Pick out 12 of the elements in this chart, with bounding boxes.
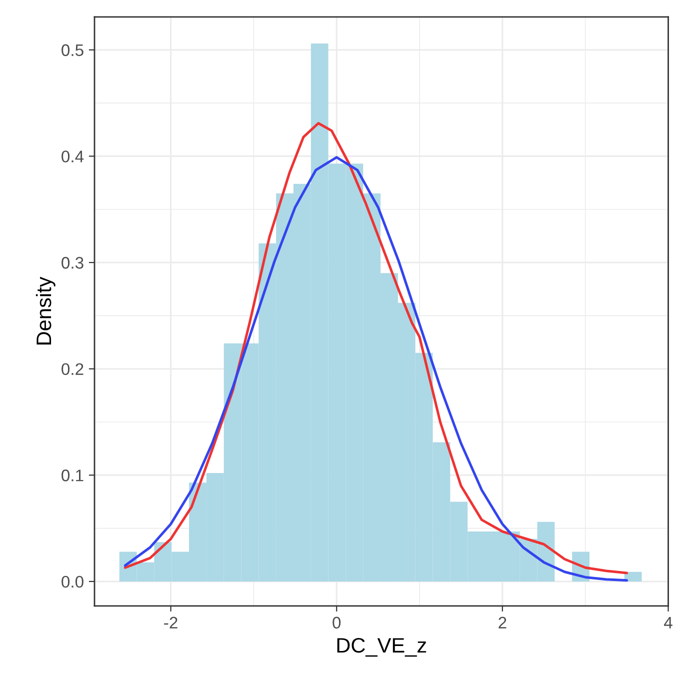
y-tick-label: 0.5 bbox=[62, 44, 84, 56]
x-axis-title: DC_VE_z bbox=[337, 638, 426, 657]
y-tick-label: 0.3 bbox=[62, 256, 84, 269]
x-tick-label: 0 bbox=[332, 616, 341, 629]
x-tick-label: -2 bbox=[164, 616, 178, 628]
y-tick-label: 0.0 bbox=[62, 576, 84, 588]
x-tick-label: 4 bbox=[664, 616, 672, 628]
y-tick-label: 0.2 bbox=[62, 363, 84, 376]
y-tick-label: 0.1 bbox=[62, 470, 84, 482]
x-tick-label: 2 bbox=[498, 616, 506, 628]
y-tick-label: 0.4 bbox=[62, 150, 84, 162]
y-axis-title: Density bbox=[36, 276, 56, 344]
